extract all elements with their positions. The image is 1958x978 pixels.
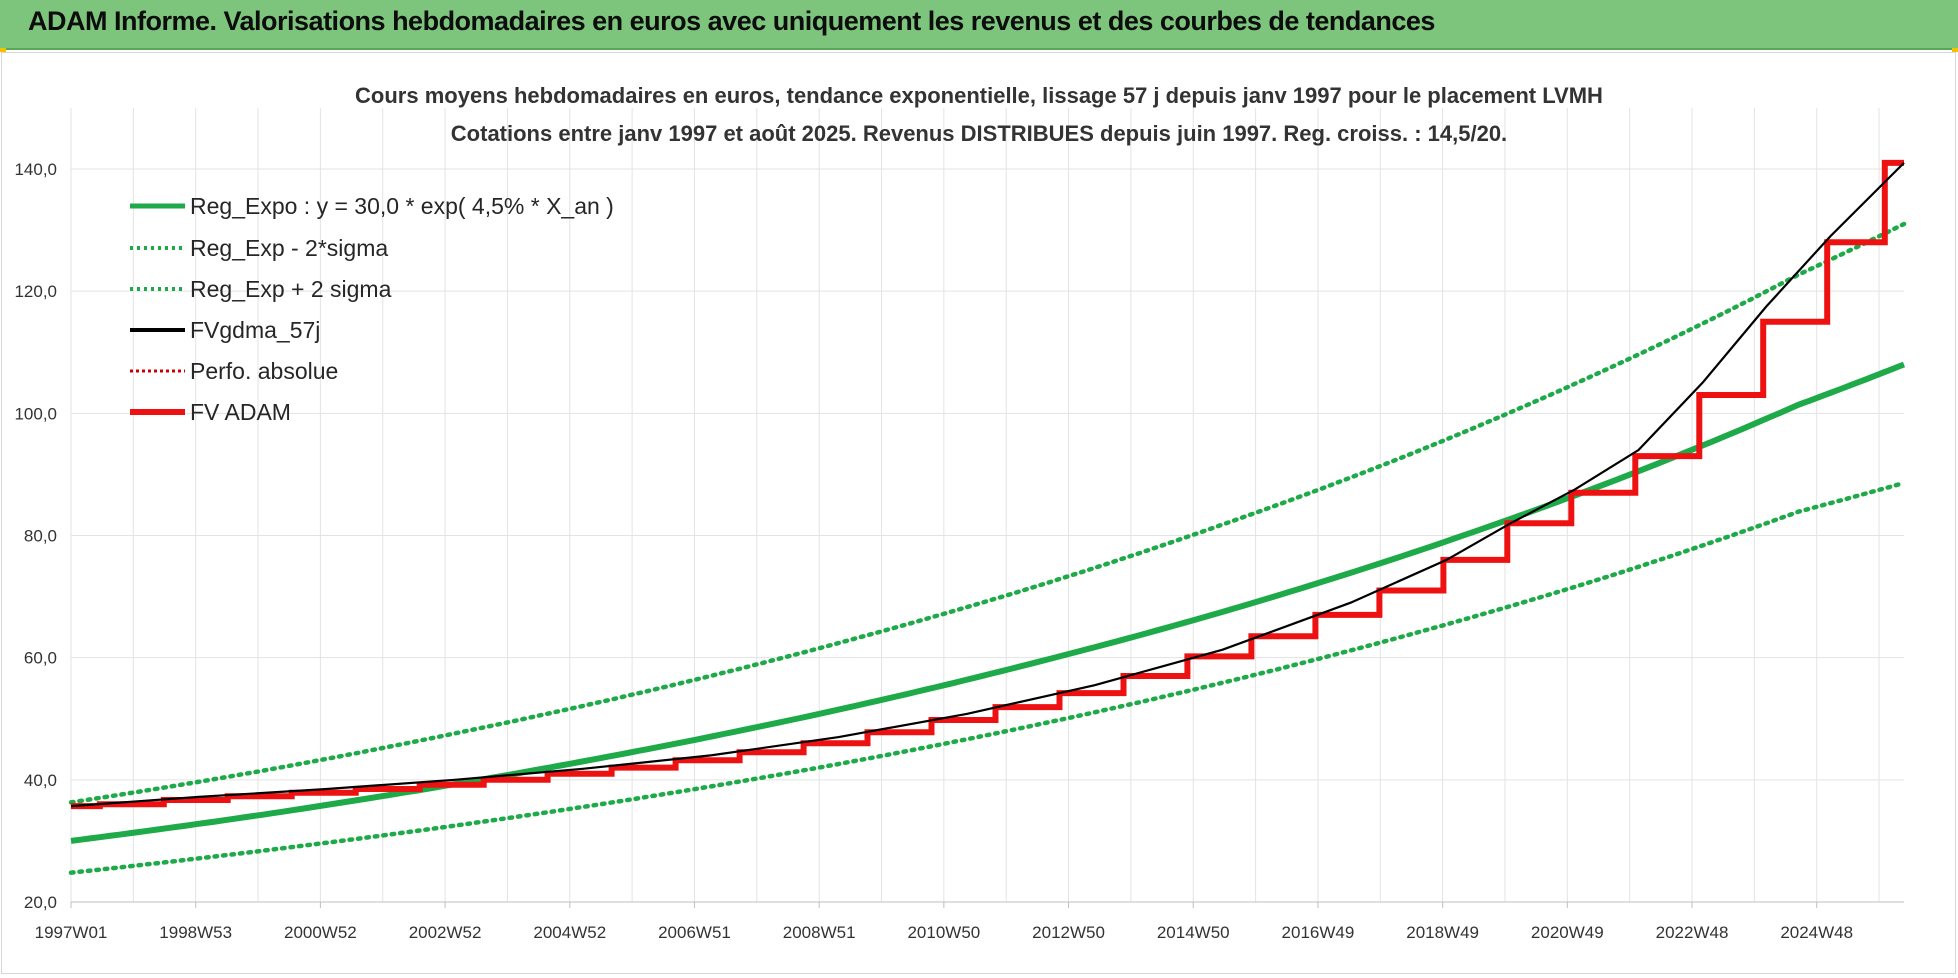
- legend: Reg_Expo : y = 30,0 * exp( 4,5% * X_an )…: [130, 193, 614, 425]
- x-tick-label: 2010W50: [907, 923, 980, 942]
- chart-subtitle: Cotations entre janv 1997 et août 2025. …: [451, 121, 1507, 146]
- chart-frame: [1, 52, 1956, 974]
- x-tick-label: 2016W49: [1282, 923, 1355, 942]
- banner-title: ADAM Informe. Valorisations hebdomadaire…: [28, 6, 1435, 36]
- x-tick-label: 2006W51: [658, 923, 731, 942]
- legend-label-fv-adam: FV ADAM: [190, 399, 291, 425]
- legend-label-reg-expo: Reg_Expo : y = 30,0 * exp( 4,5% * X_an ): [190, 193, 614, 219]
- y-tick-label: 80,0: [24, 527, 57, 546]
- x-tick-label: 2002W52: [409, 923, 482, 942]
- y-tick-label: 60,0: [24, 649, 57, 668]
- y-axis: 20,0 40,0 60,0 80,0 100,0 120,0 140,0: [14, 160, 57, 912]
- series-reg-exp-minus-2sigma: [68, 480, 1907, 875]
- y-tick-label: 120,0: [14, 282, 57, 301]
- legend-label-reg-exp-minus: Reg_Exp - 2*sigma: [190, 235, 388, 261]
- x-axis: 1997W01 1998W53 2000W52 2002W52 2004W52 2006W…: [35, 902, 1853, 942]
- x-tick-label: 2022W48: [1656, 923, 1729, 942]
- x-tick-label: 2000W52: [284, 923, 357, 942]
- series-group: [68, 159, 1907, 875]
- series-fvgdma-57j: [70, 162, 1905, 808]
- corner-marker-left: [0, 48, 6, 52]
- x-tick-label: 2012W50: [1032, 923, 1105, 942]
- banner: ADAM Informe. Valorisations hebdomadaire…: [0, 0, 1958, 50]
- series-fv-adam: [71, 159, 1904, 810]
- x-tick-label: 2024W48: [1780, 923, 1853, 942]
- legend-label-fvgdma: FVgdma_57j: [190, 317, 320, 343]
- y-tick-label: 40,0: [24, 771, 57, 790]
- x-tick-label: 2004W52: [533, 923, 606, 942]
- legend-label-reg-exp-plus: Reg_Exp + 2 sigma: [190, 276, 392, 302]
- x-tick-label: 1997W01: [35, 923, 108, 942]
- x-tick-label: 2018W49: [1406, 923, 1479, 942]
- y-tick-label: 140,0: [14, 160, 57, 179]
- x-tick-label: 1998W53: [159, 923, 232, 942]
- series-reg-exp-plus-2sigma: [68, 221, 1907, 805]
- y-tick-label: 100,0: [14, 404, 57, 423]
- y-tick-label: 20,0: [24, 893, 57, 912]
- x-tick-label: 2020W49: [1531, 923, 1604, 942]
- chart-title: Cours moyens hebdomadaires en euros, ten…: [355, 83, 1603, 108]
- legend-label-perfo: Perfo. absolue: [190, 358, 338, 384]
- x-tick-label: 2008W51: [783, 923, 856, 942]
- grid: [70, 108, 1904, 903]
- corner-marker-right: [1952, 48, 1958, 52]
- x-tick-label: 2014W50: [1157, 923, 1230, 942]
